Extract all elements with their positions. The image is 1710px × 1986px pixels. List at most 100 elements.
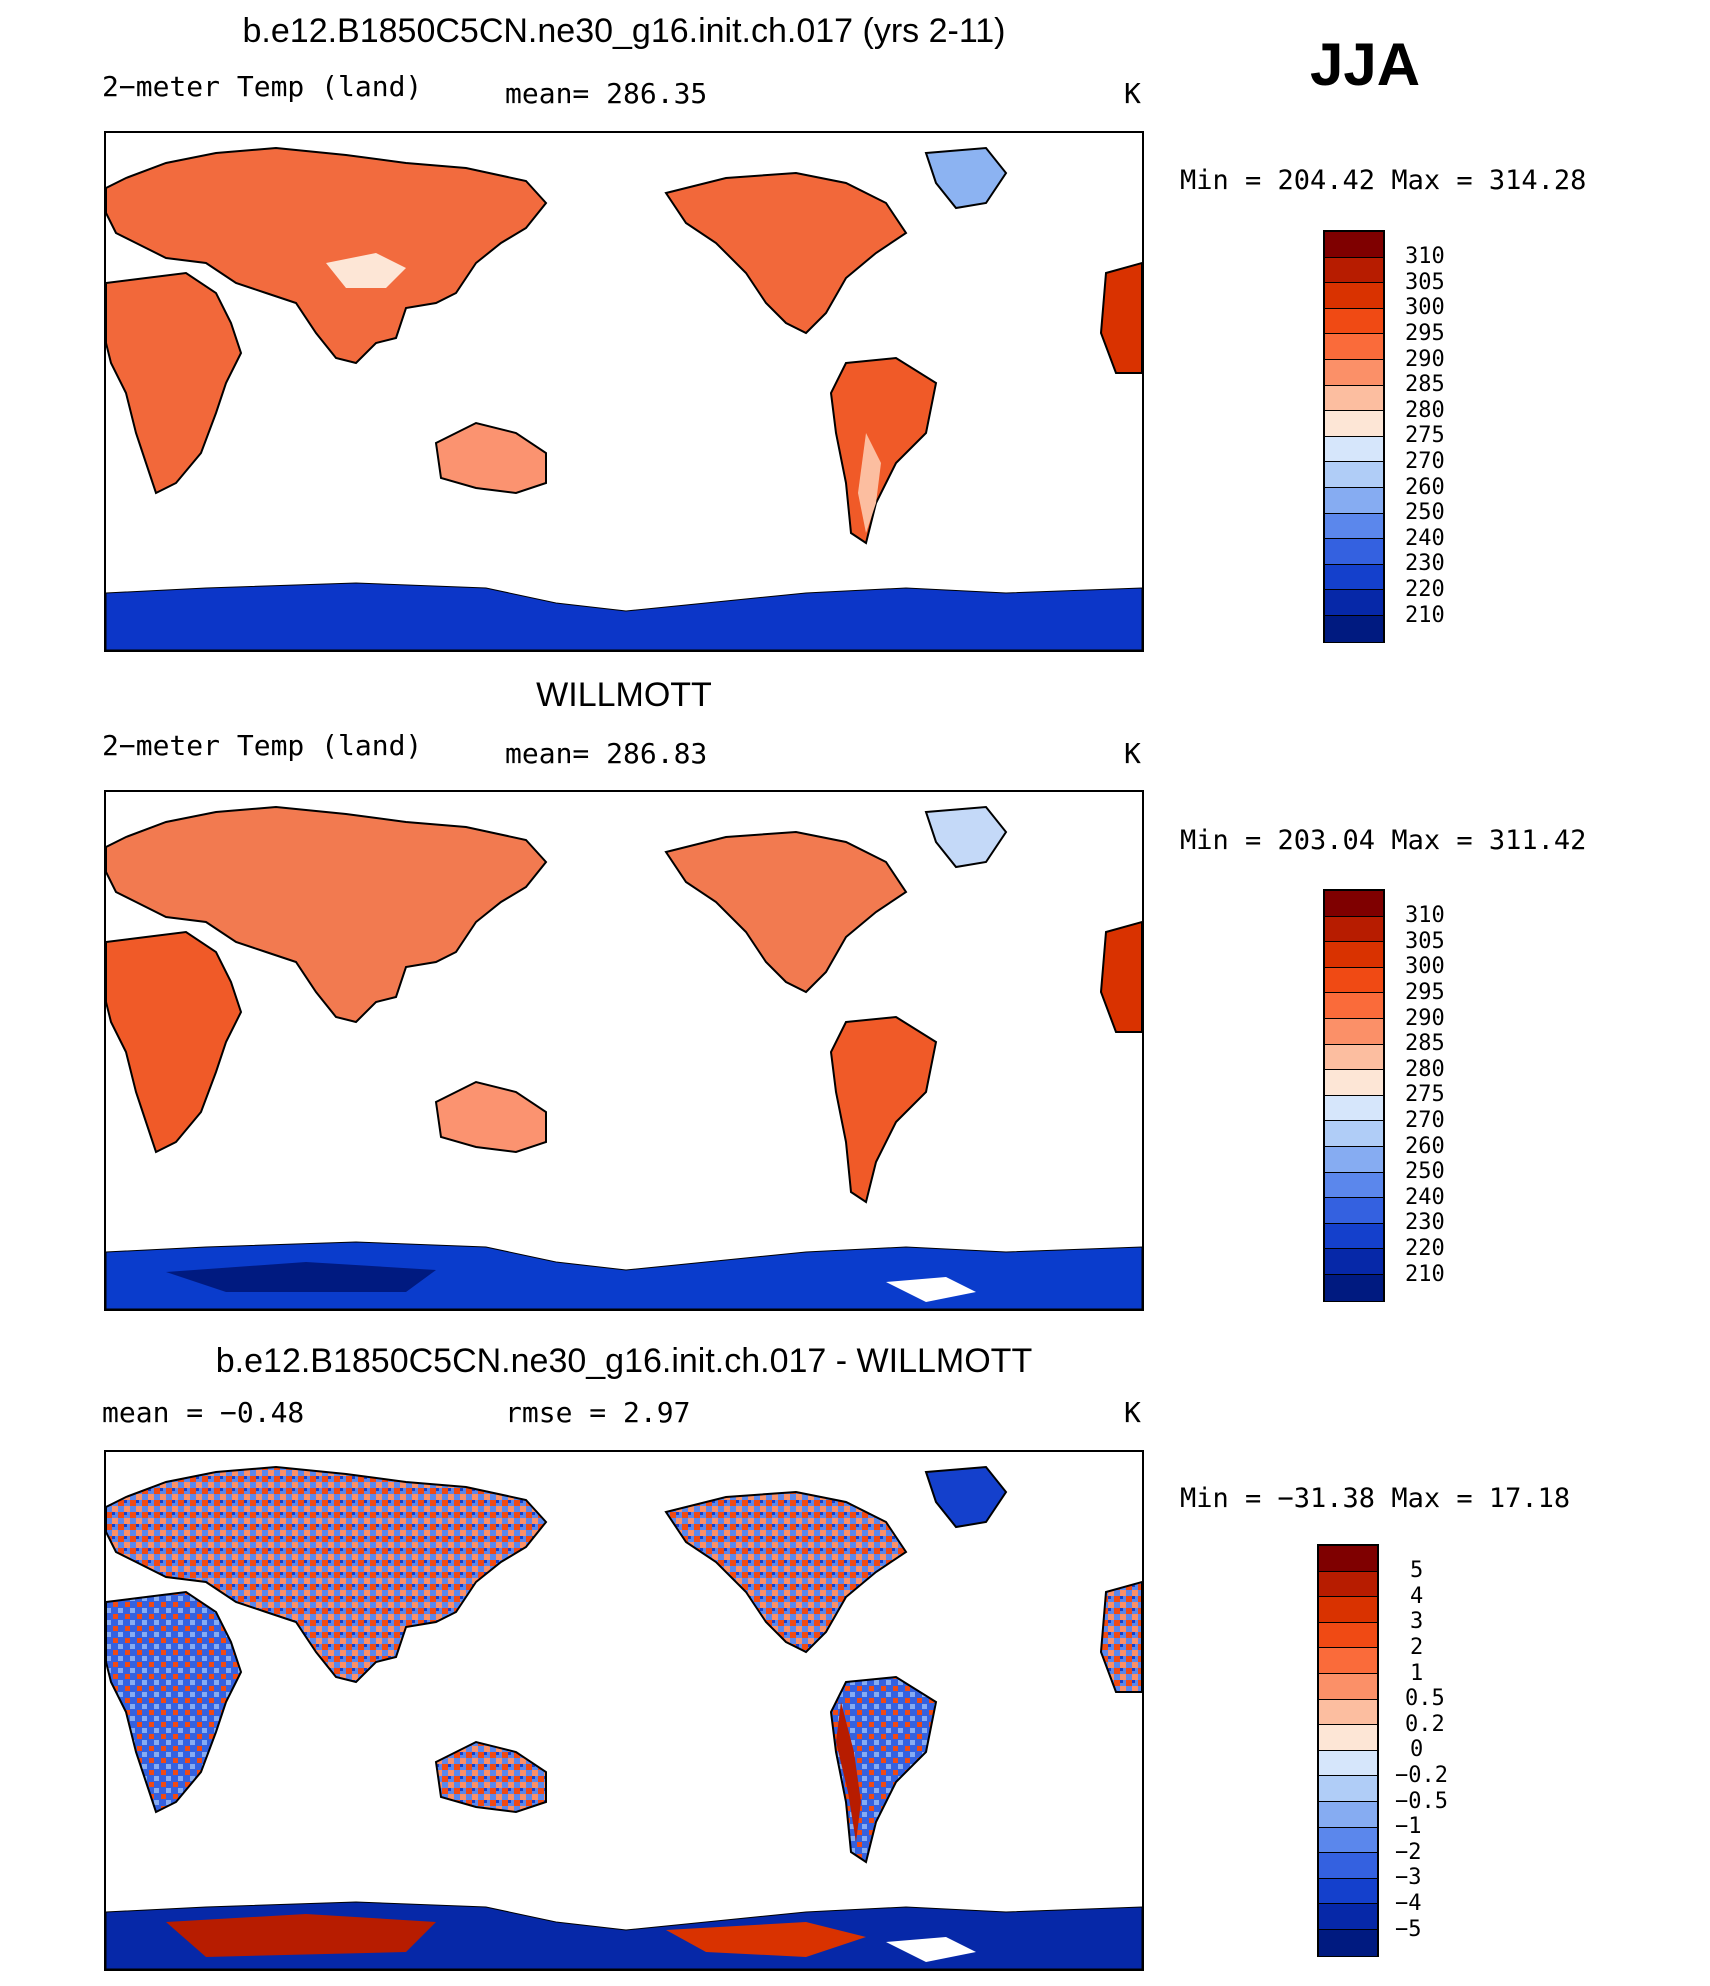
colorbar-box [1325, 232, 1383, 258]
panel-3-title: b.e12.B1850C5CN.ne30_g16.init.ch.017 - W… [215, 1342, 1033, 1380]
colorbar-box [1325, 1018, 1383, 1045]
greenland-land [924, 1465, 1008, 1529]
colorbar-tick-label: 260 [1405, 1134, 1445, 1159]
colorbar-tick-label: 310 [1405, 244, 1445, 269]
colorbar-tick-label: 210 [1405, 1262, 1445, 1287]
colorbar-box [1325, 967, 1383, 994]
colorbar-box [1325, 359, 1383, 386]
australia-land [434, 1740, 547, 1814]
colorbar-box [1319, 1597, 1377, 1623]
south-america-land [829, 356, 938, 545]
colorbar-tick-label: 280 [1405, 398, 1445, 423]
colorbar-tick-label: 270 [1405, 1108, 1445, 1133]
colorbar-box [1319, 1546, 1377, 1572]
colorbar-box [1325, 334, 1383, 360]
colorbar-tick-label: 285 [1405, 1031, 1445, 1056]
tibet-cool-patch [326, 253, 406, 288]
colorbar-tick-label: 275 [1405, 1082, 1445, 1107]
antarctica-land [106, 1241, 1142, 1309]
colorbar-tick-label: 0.2 [1405, 1712, 1445, 1737]
colorbar-box [1319, 1725, 1377, 1751]
colorbar-box [1325, 462, 1383, 488]
colorbar-tick-label: 285 [1405, 372, 1445, 397]
colorbar-box [1325, 993, 1383, 1019]
eurasia-land [106, 146, 548, 365]
panel-1-title: b.e12.B1850C5CN.ne30_g16.init.ch.017 (yr… [242, 12, 1006, 50]
colorbar-box [1319, 1776, 1377, 1802]
colorbar-box [1325, 1274, 1383, 1301]
panel-3-units: K [1124, 1396, 1141, 1429]
colorbar-tick-label: 295 [1405, 980, 1445, 1005]
colorbar-box [1325, 1095, 1383, 1122]
colorbar-tick-label: 230 [1405, 1210, 1445, 1235]
colorbar-box [1319, 1878, 1377, 1905]
colorbar-tick-label: 305 [1405, 929, 1445, 954]
colorbar-tick-label: 5 [1410, 1558, 1424, 1583]
colorbar-tick-label: −1 [1395, 1814, 1422, 1839]
colorbar-tick-label: 3 [1410, 1609, 1424, 1634]
panel-2-units: K [1124, 737, 1141, 770]
west-africa-edge-land [1099, 261, 1142, 374]
colorbar-tick-label: −0.2 [1395, 1763, 1448, 1788]
colorbar-tick-label: 260 [1405, 475, 1445, 500]
colorbar-box [1325, 1070, 1383, 1096]
panel-1-map-svg [106, 146, 1142, 650]
panel-3-mean-label: mean = −0.48 [102, 1396, 305, 1429]
colorbar-tick-label: 240 [1405, 526, 1445, 551]
colorbar-tick-label: −0.5 [1395, 1789, 1448, 1814]
colorbar-tick-label: 4 [1410, 1584, 1424, 1609]
colorbar-box [1319, 1750, 1377, 1777]
antarctica-land [106, 582, 1142, 650]
colorbar-box [1325, 1044, 1383, 1071]
colorbar-tick-label: 300 [1405, 954, 1445, 979]
panel-2-map [104, 790, 1144, 1311]
colorbar-box [1325, 1172, 1383, 1199]
colorbar-tick-label: 1 [1410, 1661, 1424, 1686]
panel-2-map-svg [106, 805, 1142, 1309]
colorbar-tick-label: −3 [1395, 1865, 1422, 1890]
antarctica-missing-patch [886, 1937, 976, 1962]
colorbar-box [1319, 1853, 1377, 1879]
africa-land [106, 271, 243, 495]
colorbar-tick-label: 0.5 [1405, 1686, 1445, 1711]
colorbar-box [1325, 564, 1383, 591]
panel-1-mean-label: mean= 286.35 [505, 77, 708, 110]
colorbar-tick-label: 240 [1405, 1185, 1445, 1210]
colorbar-box [1325, 1121, 1383, 1147]
colorbar-tick-label: 300 [1405, 295, 1445, 320]
panel-2-title: WILLMOTT [536, 676, 712, 714]
colorbar-box [1325, 513, 1383, 540]
colorbar-box [1325, 308, 1383, 335]
panel-3-map [104, 1450, 1144, 1971]
eurasia-land [106, 1465, 548, 1684]
colorbar-tick-label: 290 [1405, 347, 1445, 372]
colorbar-tick-label: 280 [1405, 1057, 1445, 1082]
colorbar-tick-label: 275 [1405, 423, 1445, 448]
colorbar-tick-label: 230 [1405, 551, 1445, 576]
australia-land [434, 1080, 547, 1154]
panel-2-colorbar [1323, 889, 1385, 1302]
colorbar-tick-label: 270 [1405, 449, 1445, 474]
panel-3-map-svg [106, 1465, 1142, 1969]
colorbar-box [1325, 257, 1383, 284]
colorbar-box [1325, 1223, 1383, 1250]
panel-2-mean-label: mean= 286.83 [505, 737, 708, 770]
panel-1-units: K [1124, 77, 1141, 110]
greenland-land [924, 146, 1008, 210]
north-america-land [664, 1490, 908, 1654]
colorbar-box [1319, 1673, 1377, 1700]
colorbar-box [1325, 1249, 1383, 1275]
colorbar-tick-label: 0 [1410, 1737, 1424, 1762]
colorbar-tick-label: 250 [1405, 1159, 1445, 1184]
colorbar-box [1319, 1827, 1377, 1854]
antarctica-warm-bias [166, 1914, 436, 1957]
colorbar-tick-label: 310 [1405, 903, 1445, 928]
north-america-land [664, 171, 908, 335]
eurasia-land [106, 805, 548, 1024]
colorbar-box [1319, 1648, 1377, 1674]
colorbar-tick-label: 220 [1405, 1236, 1445, 1261]
colorbar-box [1325, 539, 1383, 565]
colorbar-tick-label: 250 [1405, 500, 1445, 525]
panel-1-minmax: Min = 204.42 Max = 314.28 [1180, 165, 1587, 196]
colorbar-box [1319, 1904, 1377, 1930]
